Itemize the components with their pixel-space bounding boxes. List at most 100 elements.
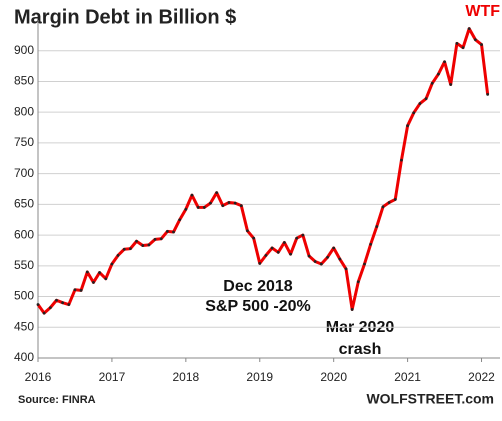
- data-point: [48, 306, 52, 310]
- data-point: [209, 201, 212, 205]
- data-point: [381, 205, 385, 209]
- data-point: [406, 124, 409, 128]
- data-point: [393, 198, 397, 201]
- y-tick-label: 550: [14, 258, 34, 272]
- data-point: [153, 237, 157, 241]
- data-point: [42, 311, 46, 315]
- x-tick-label: 2017: [99, 370, 126, 384]
- data-point: [344, 267, 348, 271]
- y-tick-label: 650: [14, 197, 34, 211]
- y-tick-label: 700: [14, 166, 34, 180]
- data-point: [295, 236, 299, 240]
- x-tick-label: 2021: [394, 370, 421, 384]
- data-point: [215, 191, 219, 195]
- data-point: [363, 262, 366, 266]
- data-point: [147, 243, 151, 247]
- data-point: [264, 253, 268, 257]
- data-point: [190, 193, 194, 197]
- annotation: S&P 500 -20%: [205, 298, 311, 315]
- data-point: [104, 277, 108, 281]
- data-point: [369, 242, 373, 246]
- brand: WOLFSTREET.com: [366, 391, 494, 407]
- data-point: [412, 111, 416, 115]
- data-point: [375, 225, 379, 228]
- data-point: [178, 218, 182, 222]
- data-point: [437, 72, 440, 76]
- data-point: [202, 206, 206, 209]
- data-point: [276, 250, 280, 254]
- data-point: [307, 254, 311, 258]
- data-point: [184, 207, 188, 211]
- x-tick-label: 2018: [172, 370, 199, 384]
- data-point: [221, 204, 225, 207]
- data-point: [313, 260, 317, 263]
- y-tick-label: 750: [14, 135, 34, 149]
- data-point: [258, 261, 262, 265]
- x-tick-label: 2016: [25, 370, 52, 384]
- data-point: [467, 27, 471, 31]
- chart-title: Margin Debt in Billion $: [14, 6, 236, 28]
- data-point: [289, 252, 292, 256]
- data-point: [270, 246, 274, 250]
- data-point: [400, 158, 403, 162]
- y-tick-label: 500: [14, 289, 34, 303]
- x-tick-label: 2022: [468, 370, 495, 384]
- data-point: [67, 303, 71, 306]
- data-point: [326, 255, 329, 259]
- data-point: [473, 38, 477, 42]
- data-point: [36, 303, 40, 306]
- data-point: [110, 262, 114, 266]
- x-tick-label: 2019: [246, 370, 273, 384]
- data-point: [301, 233, 305, 237]
- data-point: [227, 201, 231, 204]
- data-point: [116, 253, 120, 257]
- data-point: [449, 83, 453, 86]
- data-point: [486, 92, 490, 96]
- data-point: [332, 246, 336, 250]
- data-point: [480, 43, 483, 46]
- y-tick-label: 450: [14, 319, 34, 333]
- data-point: [141, 244, 145, 247]
- data-point: [196, 206, 200, 209]
- data-point: [430, 81, 434, 85]
- data-point: [443, 60, 446, 64]
- data-point: [455, 41, 459, 45]
- data-point: [98, 271, 101, 274]
- source: Source: FINRA: [18, 394, 96, 406]
- data-point: [79, 289, 83, 292]
- y-tick-label: 800: [14, 104, 34, 118]
- data-point: [246, 229, 249, 233]
- data-point: [55, 298, 58, 302]
- data-point: [239, 204, 243, 207]
- annotation: WTF: [465, 3, 500, 20]
- y-tick-label: 900: [14, 43, 34, 57]
- data-point: [92, 281, 95, 284]
- data-point: [61, 301, 65, 305]
- data-point: [129, 247, 132, 251]
- data-point: [338, 257, 342, 261]
- data-line: [36, 27, 490, 315]
- data-point: [73, 288, 77, 292]
- annotation: crash: [339, 341, 382, 358]
- data-point: [252, 236, 256, 240]
- data-point: [424, 97, 428, 101]
- data-point: [233, 201, 237, 205]
- data-point: [135, 239, 138, 243]
- data-point: [461, 46, 465, 50]
- data-point: [165, 230, 169, 233]
- data-point: [122, 247, 126, 251]
- y-tick-label: 400: [14, 350, 34, 364]
- annotation: Dec 2018: [223, 278, 292, 295]
- data-point: [85, 270, 89, 274]
- data-point: [319, 262, 323, 266]
- data-point: [387, 201, 391, 204]
- data-point: [159, 237, 163, 241]
- y-tick-label: 600: [14, 227, 34, 241]
- data-point: [356, 280, 360, 284]
- data-point: [350, 308, 354, 311]
- data-point: [172, 230, 175, 234]
- data-point: [418, 102, 422, 105]
- data-point: [282, 241, 286, 244]
- x-tick-label: 2020: [320, 370, 347, 384]
